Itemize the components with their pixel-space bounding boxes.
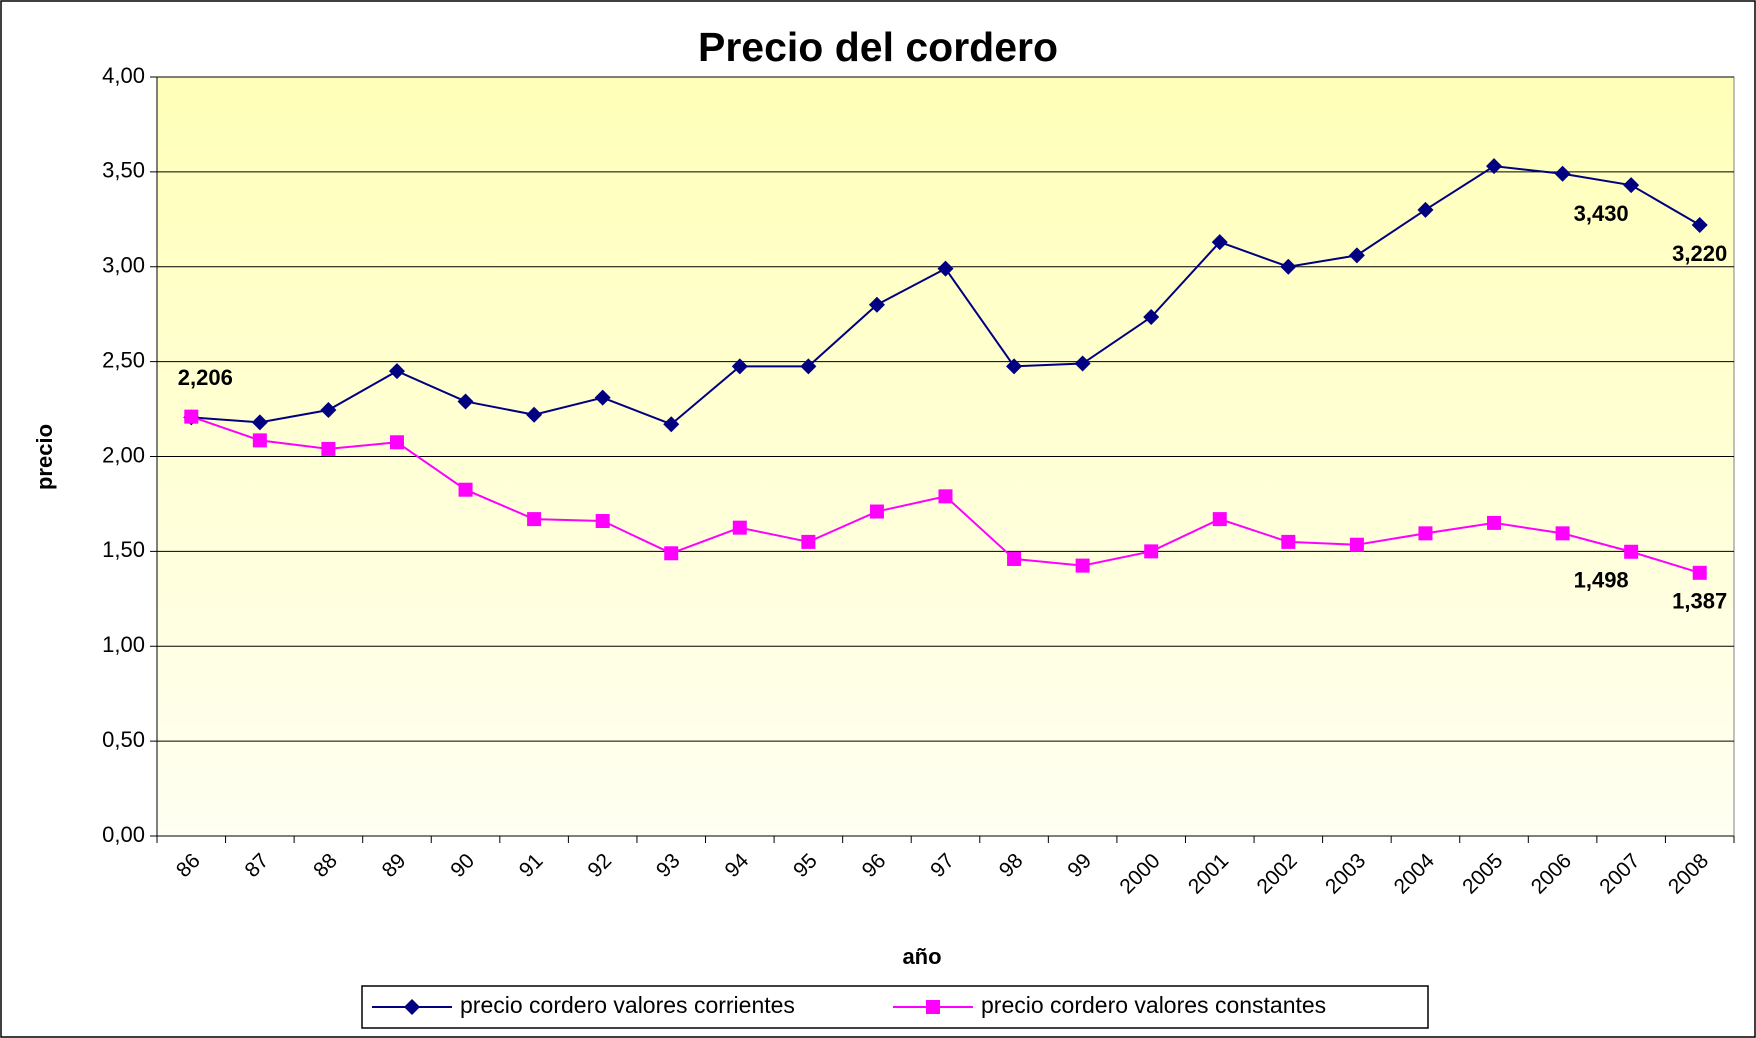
data-point	[1348, 247, 1365, 264]
data-point	[1281, 534, 1296, 549]
data-point	[252, 433, 267, 448]
data-point	[320, 402, 337, 419]
data-point	[1554, 165, 1571, 182]
data-label: 2,206	[178, 365, 233, 390]
legend-label: precio cordero valores corrientes	[460, 992, 795, 1018]
y-tick-label: 1,50	[102, 537, 145, 562]
data-point	[868, 296, 885, 313]
data-point	[1691, 217, 1708, 234]
data-point	[1349, 537, 1364, 552]
x-axis-label: año	[902, 944, 941, 969]
y-tick-label: 3,50	[102, 158, 145, 183]
data-point	[527, 512, 542, 527]
y-tick-label: 0,50	[102, 727, 145, 752]
data-point	[457, 393, 474, 410]
data-point	[1555, 526, 1570, 541]
data-point	[1007, 551, 1022, 566]
data-point	[1075, 558, 1090, 573]
data-label: 3,220	[1672, 241, 1727, 266]
y-tick-label: 4,00	[102, 63, 145, 88]
y-axis-label: precio	[32, 424, 57, 490]
data-point	[458, 482, 473, 497]
data-point	[1144, 544, 1159, 559]
data-point	[1692, 565, 1707, 580]
data-label: 3,430	[1574, 201, 1629, 226]
y-tick-label: 0,00	[102, 822, 145, 847]
data-point	[251, 414, 268, 431]
legend-marker	[926, 1000, 940, 1014]
data-point	[664, 546, 679, 561]
data-label: 1,387	[1672, 589, 1727, 614]
data-point	[321, 441, 336, 456]
data-point	[938, 489, 953, 504]
y-tick-label: 2,00	[102, 442, 145, 467]
y-tick-label: 2,50	[102, 347, 145, 372]
data-point	[526, 406, 543, 423]
data-point	[800, 358, 817, 375]
data-point	[1418, 526, 1433, 541]
data-point	[595, 514, 610, 529]
data-point	[594, 389, 611, 406]
data-point	[1623, 177, 1640, 194]
data-point	[184, 409, 199, 424]
data-point	[1006, 358, 1023, 375]
data-point	[1211, 234, 1228, 251]
data-point	[663, 416, 680, 433]
data-label: 1,498	[1574, 568, 1629, 593]
legend-marker	[404, 999, 420, 1015]
data-point	[869, 504, 884, 519]
data-point	[388, 363, 405, 380]
data-point	[1280, 258, 1297, 275]
data-point	[1417, 201, 1434, 218]
data-point	[1074, 355, 1091, 372]
data-point	[1624, 544, 1639, 559]
y-tick-label: 3,00	[102, 253, 145, 278]
data-point	[801, 534, 816, 549]
data-point	[389, 435, 404, 450]
data-point	[937, 260, 954, 277]
data-point	[731, 358, 748, 375]
legend-label: precio cordero valores constantes	[981, 992, 1326, 1018]
data-point	[1212, 512, 1227, 527]
chart-title: Precio del cordero	[698, 24, 1058, 70]
y-tick-label: 1,00	[102, 632, 145, 657]
data-point	[732, 520, 747, 535]
data-point	[1486, 158, 1503, 175]
data-point	[1487, 515, 1502, 530]
data-point	[1143, 309, 1160, 326]
